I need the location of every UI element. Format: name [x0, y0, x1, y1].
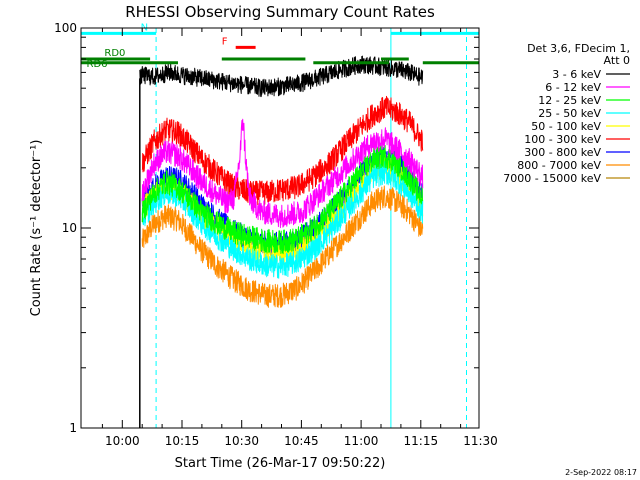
legend-item: 25 - 50 keV	[538, 107, 630, 120]
legend-label: 300 - 800 keV	[524, 146, 601, 159]
annotation-rd0: RD0	[81, 48, 409, 61]
legend-label: 6 - 12 keV	[545, 81, 601, 94]
series-3-6kev	[139, 55, 424, 98]
legend-label: 800 - 7000 keV	[517, 159, 601, 172]
x-tick-label: 11:15	[404, 434, 439, 448]
legend-label: 12 - 25 keV	[538, 94, 601, 107]
legend-label: 3 - 6 keV	[552, 68, 601, 81]
legend-label: 25 - 50 keV	[538, 107, 601, 120]
series-12-25kev	[141, 144, 424, 255]
annotation-rd6: RD6	[81, 59, 479, 70]
y-axis-label: Count Rate (s⁻¹ detector⁻¹)	[29, 140, 44, 317]
footer-timestamp: 2-Sep-2022 08:17	[565, 468, 637, 477]
legend-item: 12 - 25 keV	[538, 94, 630, 107]
legend-item: 300 - 800 keV	[524, 146, 630, 159]
x-tick-label: 10:00	[105, 434, 140, 448]
annotation-label: RD6	[87, 59, 108, 70]
chart-title: RHESSI Observing Summary Count Rates	[125, 3, 435, 21]
y-tick-label: 1	[69, 421, 77, 435]
x-axis-label: Start Time (26-Mar-17 09:50:22)	[175, 456, 386, 471]
x-tick-label: 10:30	[224, 434, 259, 448]
annotation-f: F	[222, 36, 256, 49]
x-tick-label: 10:45	[284, 434, 319, 448]
x-tick-label: 11:30	[463, 434, 498, 448]
series-100-300kev	[141, 95, 424, 206]
axes: 10:00 10:15 10:30 10:45 11:00 11:15 11:30 1 10 10…	[54, 21, 498, 448]
legend-label: 7000 - 15000 keV	[503, 172, 601, 185]
series-line	[139, 55, 424, 98]
series-line	[141, 185, 424, 308]
y-tick-label: 100	[54, 21, 77, 35]
annotation-label: RD0	[104, 48, 125, 59]
series-line	[141, 118, 424, 229]
legend-item: 100 - 300 keV	[524, 133, 630, 146]
series-6-12kev	[141, 118, 424, 229]
y-tick-label: 10	[62, 221, 77, 235]
series-line	[141, 144, 424, 255]
legend-item: 50 - 100 keV	[531, 120, 630, 133]
series-line	[141, 95, 424, 206]
legend-item: 7000 - 15000 keV	[503, 172, 630, 185]
legend-label: 100 - 300 keV	[524, 133, 601, 146]
legend-header: Det 3,6, FDecim 1,	[527, 42, 630, 55]
legend-item: 6 - 12 keV	[545, 81, 630, 94]
legend-item: 800 - 7000 keV	[517, 159, 630, 172]
legend-item: 3 - 6 keV	[552, 68, 630, 81]
legend-label: 50 - 100 keV	[531, 120, 601, 133]
x-tick-label: 11:00	[344, 434, 379, 448]
x-tick-label: 10:15	[165, 434, 200, 448]
legend-header: Att 0	[604, 54, 630, 67]
series-800-7000kev	[141, 185, 424, 308]
annotation-label: F	[222, 36, 228, 47]
